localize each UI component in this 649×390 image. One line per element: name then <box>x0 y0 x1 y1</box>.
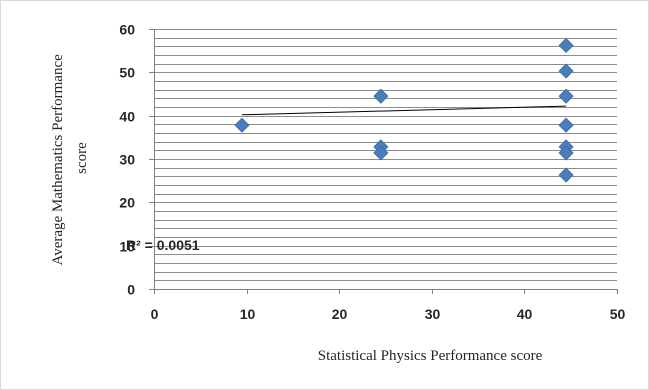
trendline <box>241 105 567 116</box>
y-tick-label: 20 <box>119 195 135 211</box>
y-tick-label: 40 <box>119 109 135 125</box>
y-axis-title: Average Mathematics Performance score <box>50 50 90 265</box>
x-tick-label: 0 <box>151 306 159 322</box>
data-point <box>373 88 389 104</box>
data-point <box>558 88 574 104</box>
trendline-group <box>241 105 567 116</box>
y-tick-label: 60 <box>119 22 135 38</box>
y-axis-title-line-1: Average Mathematics Performance <box>50 54 66 266</box>
x-tick-label: 30 <box>425 306 441 322</box>
x-axis-title: Statistical Physics Performance score <box>318 348 543 364</box>
labels: Average Mathematics Performance score St… <box>50 50 543 364</box>
y-tick-label: 30 <box>119 152 135 168</box>
y-tick-label: 50 <box>119 65 135 81</box>
data-point <box>558 117 574 133</box>
x-tick-label: 40 <box>517 306 533 322</box>
data-point <box>558 167 574 183</box>
y-tick-label: 10 <box>119 239 135 255</box>
gridlines <box>154 29 617 281</box>
data-points <box>234 37 574 183</box>
r-squared-label: R² = 0.0051 <box>126 237 200 253</box>
x-tick-label: 50 <box>610 306 626 322</box>
y-tick-label: 0 <box>127 282 135 298</box>
data-point <box>373 145 389 161</box>
data-point <box>558 63 574 79</box>
x-tick-label: 10 <box>240 306 256 322</box>
data-point <box>558 37 574 54</box>
data-point <box>234 117 250 133</box>
y-axis-title-line-2: score <box>74 142 90 174</box>
x-tick-label: 20 <box>332 306 348 322</box>
axes: 0 10 20 30 40 50 60 0 10 20 30 40 50 <box>119 22 625 323</box>
data-point <box>558 145 574 161</box>
